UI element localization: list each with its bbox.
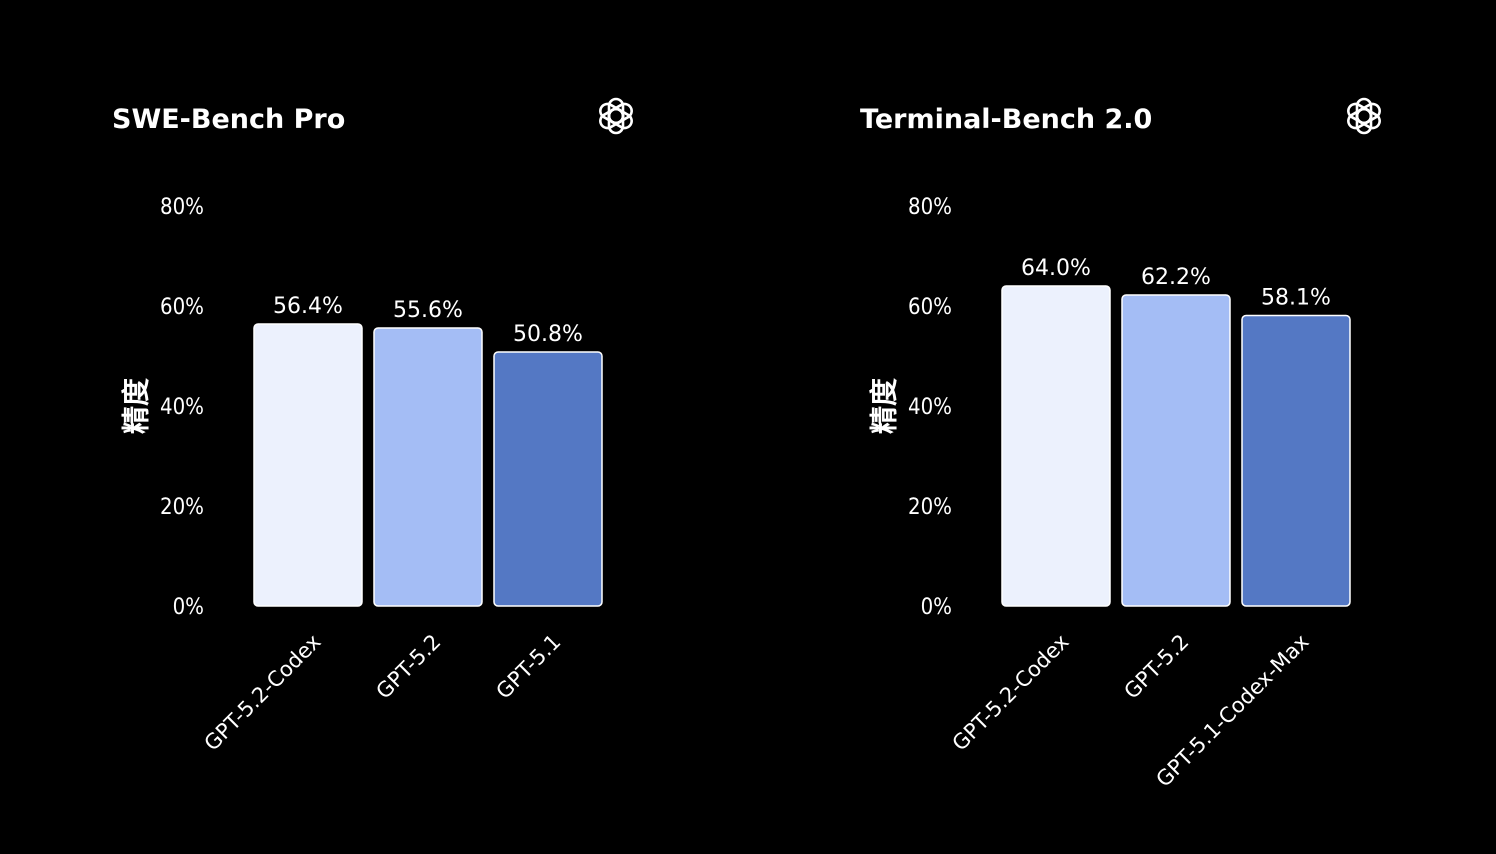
- bar-value-label: 55.6%: [393, 298, 463, 323]
- x-category-label: GPT-5.1: [491, 630, 565, 704]
- y-tick-label: 0%: [173, 595, 204, 620]
- y-tick-label: 0%: [921, 595, 952, 620]
- chart-svg: SWE-Bench Pro 0% 20% 40% 60% 80% 精度 56.4% GPT-5.…: [112, 97, 633, 756]
- x-category-label: GPT-5.2-Codex: [948, 630, 1074, 756]
- openai-logo-icon: [1347, 97, 1381, 135]
- x-category-label: GPT-5.2: [1119, 630, 1193, 704]
- openai-logo-icon: [599, 97, 633, 135]
- y-axis-label: 精度: [868, 378, 901, 434]
- y-tick-label: 40%: [908, 395, 952, 420]
- chart-title: SWE-Bench Pro: [112, 104, 345, 135]
- chart-panel-swe-bench-pro: SWE-Bench Pro 0% 20% 40% 60% 80% 精度 56.4% GPT-5.…: [112, 97, 633, 756]
- chart-panel-terminal-bench: Terminal-Bench 2.0 0% 20% 40% 60% 80% 精度 64.0% G…: [748, 0, 1496, 854]
- chart-svg: Terminal-Bench 2.0 0% 20% 40% 60% 80% 精度 64.0% G…: [860, 97, 1381, 792]
- bar: [373, 327, 483, 607]
- x-category-label: GPT-5.2: [371, 630, 445, 704]
- y-tick-label: 60%: [908, 295, 952, 320]
- bar: [1001, 285, 1111, 607]
- bar: [253, 323, 363, 607]
- y-tick-label: 80%: [160, 195, 204, 220]
- y-tick-label: 80%: [908, 195, 952, 220]
- bar-value-label: 64.0%: [1021, 256, 1091, 281]
- y-tick-label: 60%: [160, 295, 204, 320]
- chart-title: Terminal-Bench 2.0: [860, 104, 1152, 135]
- bar-value-label: 50.8%: [513, 322, 583, 347]
- bar-value-label: 56.4%: [273, 294, 343, 319]
- bar: [493, 351, 603, 607]
- bar: [1241, 314, 1351, 607]
- y-tick-label: 20%: [908, 495, 952, 520]
- bar-value-label: 58.1%: [1261, 286, 1331, 311]
- y-axis-label: 精度: [120, 378, 153, 434]
- bar: [1121, 294, 1231, 607]
- bar-value-label: 62.2%: [1141, 265, 1211, 290]
- y-tick-label: 40%: [160, 395, 204, 420]
- x-category-label: GPT-5.2-Codex: [200, 630, 326, 756]
- y-tick-label: 20%: [160, 495, 204, 520]
